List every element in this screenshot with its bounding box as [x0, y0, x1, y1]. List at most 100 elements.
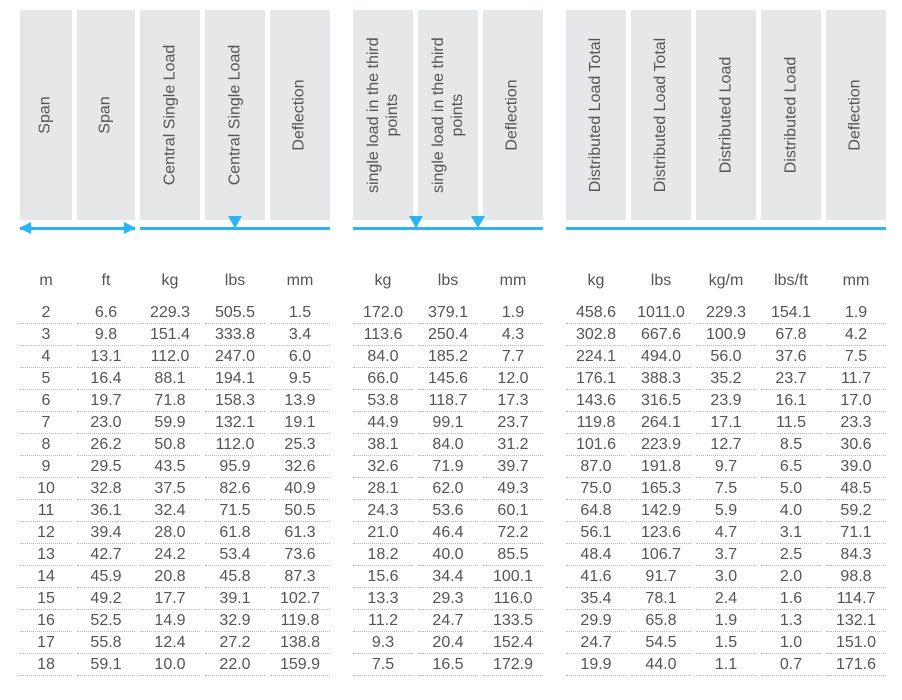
central-load-icon [140, 227, 330, 251]
table-cell: 55.8 [77, 632, 135, 654]
table-cell: 67.8 [761, 324, 821, 346]
table-row: 1445.920.845.887.315.634.4100.141.691.73… [20, 566, 882, 588]
table-cell: 172.0 [353, 302, 413, 324]
unit-ft: ft [77, 272, 135, 290]
table-cell: 20.4 [418, 632, 478, 654]
table-cell: 32.4 [140, 500, 200, 522]
table-cell: 30.6 [826, 434, 886, 456]
table-cell: 229.3 [140, 302, 200, 324]
table-cell: 9.5 [270, 368, 330, 390]
header-row: Span Span Central Single Load Central Si… [20, 10, 882, 220]
table-cell: 106.7 [631, 544, 691, 566]
unit-m: m [20, 272, 72, 290]
table-cell: 49.2 [77, 588, 135, 610]
table-cell: 20.8 [140, 566, 200, 588]
table-row: 516.488.1194.19.566.0145.612.0176.1388.3… [20, 368, 882, 390]
table-cell: 32.6 [353, 456, 413, 478]
table-cell: 64.8 [566, 500, 626, 522]
table-cell: 23.0 [77, 412, 135, 434]
span-arrow-icon [20, 227, 135, 251]
table-cell: 151.0 [826, 632, 886, 654]
table-cell: 1.5 [696, 632, 756, 654]
table-cell: 5 [20, 368, 72, 390]
table-cell: 15 [20, 588, 72, 610]
table-cell: 17.0 [826, 390, 886, 412]
table-cell: 23.3 [826, 412, 886, 434]
table-cell: 48.4 [566, 544, 626, 566]
table-cell: 72.2 [483, 522, 543, 544]
header-deflection-1: Deflection [270, 10, 330, 220]
table-cell: 42.7 [77, 544, 135, 566]
table-cell: 29.9 [566, 610, 626, 632]
table-cell: 32.6 [270, 456, 330, 478]
header-deflection-2: Deflection [483, 10, 543, 220]
table-cell: 229.3 [696, 302, 756, 324]
table-cell: 112.0 [140, 346, 200, 368]
table-cell: 44.0 [631, 654, 691, 676]
table-row: 1342.724.253.473.618.240.085.548.4106.73… [20, 544, 882, 566]
table-cell: 9.7 [696, 456, 756, 478]
table-cell: 53.6 [418, 500, 478, 522]
table-cell: 98.8 [826, 566, 886, 588]
table-cell: 45.8 [205, 566, 265, 588]
table-cell: 143.6 [566, 390, 626, 412]
table-cell: 62.0 [418, 478, 478, 500]
table-cell: 224.1 [566, 346, 626, 368]
table-cell: 132.1 [205, 412, 265, 434]
table-cell: 12.0 [483, 368, 543, 390]
table-cell: 3.7 [696, 544, 756, 566]
table-cell: 27.2 [205, 632, 265, 654]
table-cell: 4.2 [826, 324, 886, 346]
table-cell: 44.9 [353, 412, 413, 434]
table-cell: 14.9 [140, 610, 200, 632]
table-cell: 73.6 [270, 544, 330, 566]
table-cell: 4 [20, 346, 72, 368]
table-cell: 88.1 [140, 368, 200, 390]
table-cell: 194.1 [205, 368, 265, 390]
table-cell: 185.2 [418, 346, 478, 368]
table-cell: 19.1 [270, 412, 330, 434]
distributed-load-icon [566, 227, 886, 251]
table-cell: 7 [20, 412, 72, 434]
table-cell: 118.7 [418, 390, 478, 412]
table-cell: 54.5 [631, 632, 691, 654]
unit-lbs-2: lbs [418, 272, 478, 290]
table-cell: 85.5 [483, 544, 543, 566]
table-cell: 6 [20, 390, 72, 412]
table-cell: 17.1 [696, 412, 756, 434]
table-cell: 28.0 [140, 522, 200, 544]
header-span-ft: Span [77, 10, 135, 220]
header-central-lbs: Central Single Load [205, 10, 265, 220]
table-cell: 264.1 [631, 412, 691, 434]
table-cell: 23.9 [696, 390, 756, 412]
table-cell: 22.0 [205, 654, 265, 676]
table-row: 1032.837.582.640.928.162.049.375.0165.37… [20, 478, 882, 500]
table-cell: 123.6 [631, 522, 691, 544]
table-cell: 45.9 [77, 566, 135, 588]
table-cell: 43.5 [140, 456, 200, 478]
header-central-kg: Central Single Load [140, 10, 200, 220]
table-cell: 119.8 [270, 610, 330, 632]
table-cell: 18 [20, 654, 72, 676]
table-cell: 24.7 [566, 632, 626, 654]
table-cell: 78.1 [631, 588, 691, 610]
table-cell: 1.1 [696, 654, 756, 676]
table-cell: 379.1 [418, 302, 478, 324]
unit-lbsft: lbs/ft [761, 272, 821, 290]
header-span-m: Span [20, 10, 72, 220]
table-cell: 1011.0 [631, 302, 691, 324]
table-cell: 61.8 [205, 522, 265, 544]
table-cell: 39.0 [826, 456, 886, 478]
table-cell: 91.7 [631, 566, 691, 588]
table-cell: 223.9 [631, 434, 691, 456]
table-cell: 46.4 [418, 522, 478, 544]
table-cell: 35.2 [696, 368, 756, 390]
table-cell: 138.8 [270, 632, 330, 654]
table-cell: 3 [20, 324, 72, 346]
table-row: 826.250.8112.025.338.184.031.2101.6223.9… [20, 434, 882, 456]
table-cell: 16.5 [418, 654, 478, 676]
unit-kg-1: kg [140, 272, 200, 290]
table-cell: 119.8 [566, 412, 626, 434]
table-cell: 32.8 [77, 478, 135, 500]
table-cell: 6.5 [761, 456, 821, 478]
